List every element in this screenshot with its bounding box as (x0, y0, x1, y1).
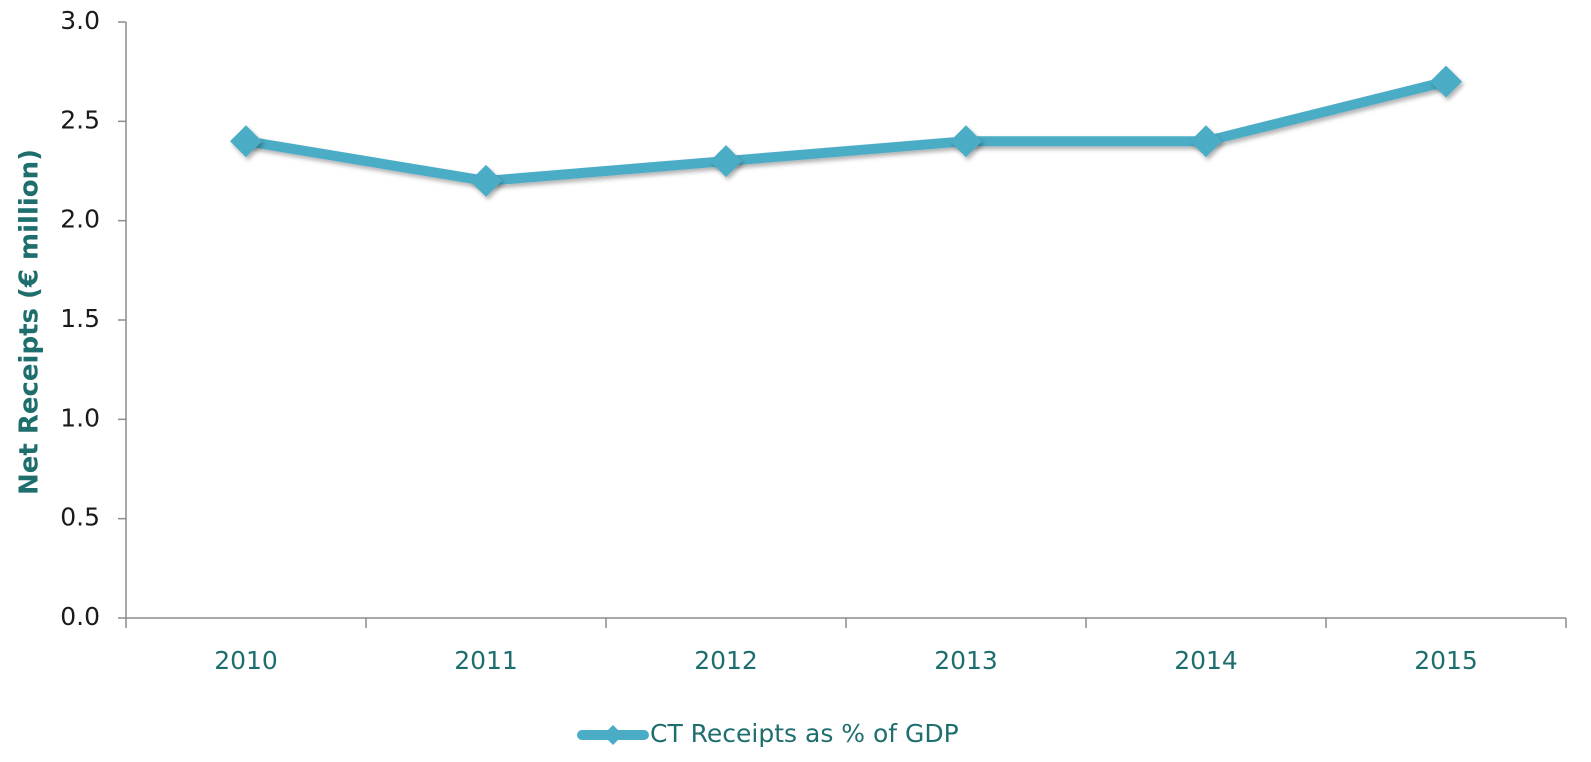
y-tick-label: 0.5 (60, 503, 100, 532)
marker (470, 164, 502, 197)
marker (1430, 65, 1462, 98)
x-tick-label: 2015 (1414, 646, 1478, 675)
series-line (245, 76, 1448, 186)
marker (1190, 125, 1222, 158)
marker (710, 145, 742, 178)
marker (950, 125, 982, 158)
x-tick-label: 2013 (934, 646, 998, 675)
legend-marker (603, 725, 623, 745)
y-tick-label: 1.5 (60, 304, 100, 333)
x-tick-label: 2012 (694, 646, 758, 675)
legend-label: CT Receipts as % of GDP (650, 719, 959, 748)
y-tick-label: 1.0 (60, 403, 100, 432)
y-tick-label: 2.0 (60, 205, 100, 234)
y-tick-label: 0.0 (60, 602, 100, 631)
y-axis-label: Net Receipts (€ million) (15, 149, 45, 495)
y-tick-label: 3.0 (60, 6, 100, 35)
x-tick-label: 2010 (214, 646, 278, 675)
x-tick-label: 2011 (454, 646, 518, 675)
y-tick-label: 2.5 (60, 105, 100, 134)
marker (230, 125, 262, 158)
x-tick-label: 2014 (1174, 646, 1238, 675)
